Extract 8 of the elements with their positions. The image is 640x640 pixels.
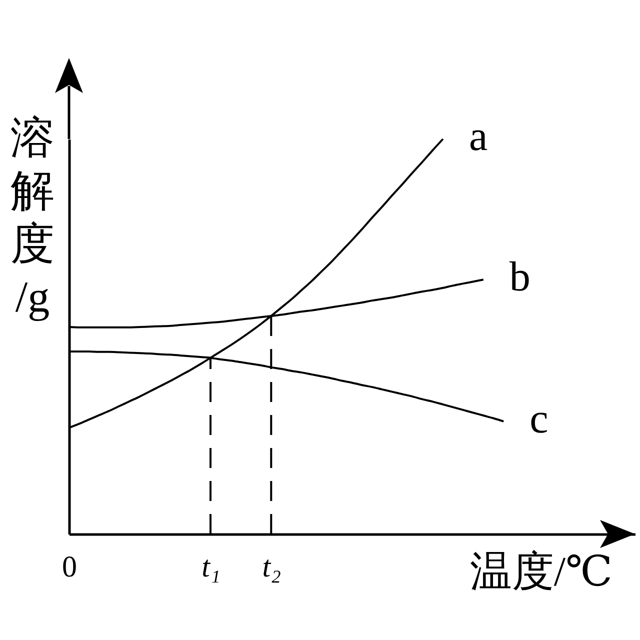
x-axis-title: 温度/℃ bbox=[470, 550, 612, 596]
series-label: b bbox=[509, 254, 530, 301]
x-tick-label: t₁ bbox=[202, 550, 220, 584]
x-tick-label: t₂ bbox=[262, 550, 282, 584]
series-label: c bbox=[530, 396, 548, 442]
y-axis-title: 溶解度/g bbox=[10, 114, 54, 322]
x-tick-label: 0 bbox=[62, 550, 77, 584]
series-label: a bbox=[468, 114, 488, 160]
